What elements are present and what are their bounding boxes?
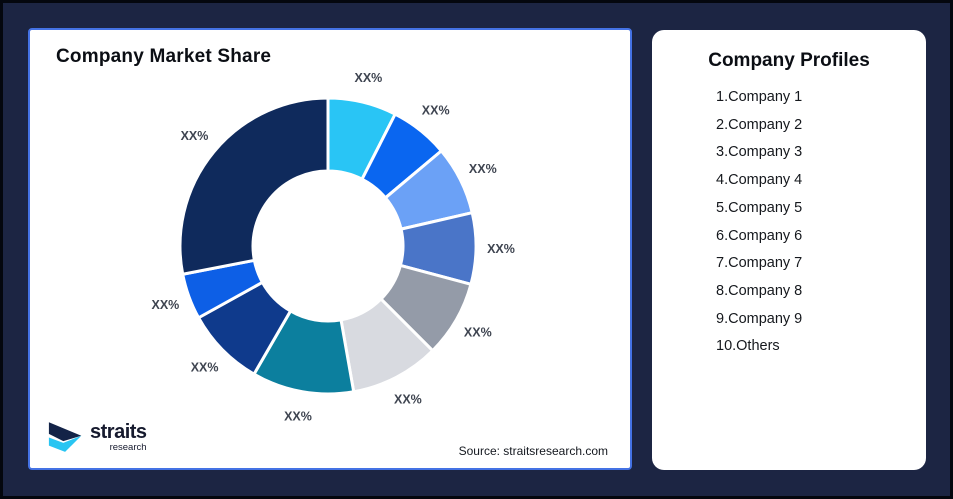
company-profiles-card: Company Profiles 1.Company 1 2.Company 2… bbox=[652, 30, 926, 470]
profile-list-item: 3.Company 3 bbox=[716, 144, 803, 161]
profile-list-item: 7.Company 7 bbox=[716, 255, 803, 272]
profile-list-item: 4.Company 4 bbox=[716, 172, 803, 189]
donut-segment-10 bbox=[178, 96, 330, 276]
segment-value-label: XX% bbox=[469, 162, 497, 176]
profiles-title: Company Profiles bbox=[708, 50, 870, 71]
logo-subname: research bbox=[109, 442, 147, 454]
logo-ribbon-cyan bbox=[48, 435, 82, 452]
profiles-list: 1.Company 1 2.Company 2 3.Company 3 4.Co… bbox=[652, 84, 926, 361]
segment-value-label: XX% bbox=[355, 71, 383, 85]
profile-list-item: 2.Company 2 bbox=[716, 116, 803, 133]
segment-value-label: XX% bbox=[284, 409, 312, 423]
logo-text: straits research bbox=[90, 422, 147, 453]
segment-value-label: XX% bbox=[464, 326, 492, 340]
profile-list-item: 8.Company 8 bbox=[716, 282, 803, 299]
straits-logo-icon bbox=[48, 422, 82, 452]
segment-value-label: XX% bbox=[422, 104, 450, 118]
segment-value-label: XX% bbox=[181, 129, 209, 143]
chart-title: Company Market Share bbox=[56, 46, 272, 67]
profile-list-item: 5.Company 5 bbox=[716, 199, 803, 216]
segment-value-label: XX% bbox=[152, 298, 180, 312]
logo-ribbon-dark bbox=[48, 422, 82, 442]
logo-name: straits bbox=[90, 421, 147, 444]
profile-list-item: 6.Company 6 bbox=[716, 227, 803, 244]
segment-value-label: XX% bbox=[394, 393, 422, 407]
straits-research-logo: straits research bbox=[48, 421, 147, 454]
market-share-donut: XX% XX% XX% XX% XX% XX% XX% XX% XX% XX% bbox=[152, 71, 515, 424]
profile-list-item: 9.Company 9 bbox=[716, 310, 803, 327]
profile-list-item: 10.Others bbox=[716, 338, 780, 355]
market-share-card: Company Market Share XX% XX% XX% XX% XX% XX% X… bbox=[28, 28, 632, 470]
source-note: Source: straitsresearch.com bbox=[458, 444, 608, 458]
segment-value-label: XX% bbox=[487, 242, 515, 256]
profile-list-item: 1.Company 1 bbox=[716, 89, 803, 105]
segment-value-label: XX% bbox=[191, 360, 219, 374]
